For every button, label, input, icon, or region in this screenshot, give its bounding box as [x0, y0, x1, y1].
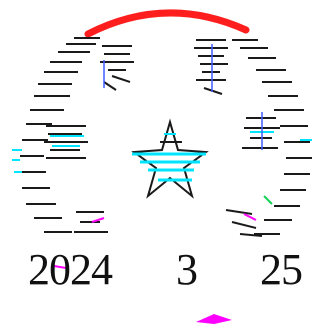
date-month: 3 [176, 245, 198, 294]
seal-cyan-fragments [12, 139, 312, 173]
seal-stray-marks [53, 195, 273, 324]
seal-ring-top-arc [84, 9, 250, 38]
seal-blue-strokes [103, 44, 263, 150]
seal-ring-right [232, 39, 312, 235]
seal-cyan-strokes [50, 131, 274, 147]
seal-ring-left [20, 37, 100, 233]
date-year: 2024 [28, 245, 113, 294]
seal-arc-characters [44, 39, 280, 237]
date-day: 25 [260, 245, 303, 294]
seal-star-icon [131, 118, 209, 199]
